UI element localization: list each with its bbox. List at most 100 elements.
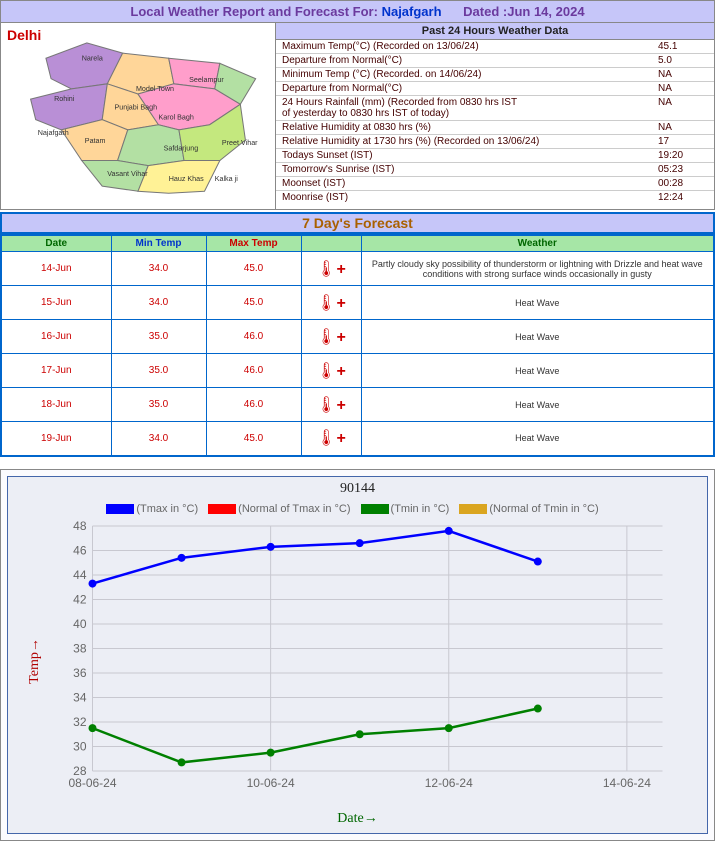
cell-min: 35.0 bbox=[111, 320, 206, 354]
past-24-data: Past 24 Hours Weather Data Maximum Temp(… bbox=[276, 23, 714, 209]
data-label: Departure from Normal(°C) bbox=[282, 83, 658, 94]
cell-max: 46.0 bbox=[206, 388, 301, 422]
data-label: Moonset (IST) bbox=[282, 178, 658, 189]
cell-min: 34.0 bbox=[111, 252, 206, 286]
svg-text:48: 48 bbox=[73, 521, 87, 533]
chart-legend: (Tmax in °C) (Normal of Tmax in °C) (Tmin … bbox=[8, 501, 707, 521]
svg-text:12-06-24: 12-06-24 bbox=[425, 776, 473, 790]
map-panel: Delhi Narela Rohini Najafgarh Model Town… bbox=[1, 23, 276, 209]
chart-container: 90144 (Tmax in °C) (Normal of Tmax in °C)… bbox=[0, 469, 715, 841]
chart-plot: Temp→ 283032343638404244464808-06-2410-0… bbox=[18, 521, 697, 801]
table-row: 14-Jun34.045.0🌡+Partly cloudy sky possib… bbox=[1, 252, 714, 286]
data-row: Moonset (IST)00:28 bbox=[276, 177, 714, 191]
data-row: Minimum Temp (°C) (Recorded. on 14/06/24… bbox=[276, 68, 714, 82]
svg-text:38: 38 bbox=[73, 641, 87, 655]
data-value: 17 bbox=[658, 136, 708, 147]
svg-text:08-06-24: 08-06-24 bbox=[68, 776, 116, 790]
cell-date: 19-Jun bbox=[1, 422, 111, 456]
cell-max: 45.0 bbox=[206, 286, 301, 320]
legend-label: (Normal of Tmin in °C) bbox=[489, 503, 598, 515]
col-min: Min Temp bbox=[111, 235, 206, 252]
cell-date: 15-Jun bbox=[1, 286, 111, 320]
svg-text:Kalka ji: Kalka ji bbox=[215, 175, 238, 183]
cell-weather: Heat Wave bbox=[361, 286, 714, 320]
svg-text:30: 30 bbox=[73, 739, 87, 753]
data-row: 24 Hours Rainfall (mm) (Recorded from 08… bbox=[276, 96, 714, 121]
svg-text:36: 36 bbox=[73, 666, 87, 680]
cell-min: 34.0 bbox=[111, 422, 206, 456]
data-label: Tomorrow's Sunrise (IST) bbox=[282, 164, 658, 175]
forecast-title: 7 Day's Forecast bbox=[0, 212, 715, 234]
data-label: Departure from Normal(°C) bbox=[282, 55, 658, 66]
svg-text:32: 32 bbox=[73, 715, 87, 729]
chart-title: 90144 bbox=[8, 477, 707, 501]
thermometer-icon: 🌡+ bbox=[316, 395, 346, 415]
svg-text:Hauz Khas: Hauz Khas bbox=[169, 175, 204, 183]
cell-icon: 🌡+ bbox=[301, 388, 361, 422]
legend-swatch bbox=[459, 504, 487, 514]
data-label: Moonrise (IST) bbox=[282, 192, 658, 203]
top-section: Delhi Narela Rohini Najafgarh Model Town… bbox=[0, 23, 715, 210]
data-row: Relative Humidity at 1730 hrs (%) (Recor… bbox=[276, 135, 714, 149]
data-value: 05:23 bbox=[658, 164, 708, 175]
data-row: Tomorrow's Sunrise (IST)05:23 bbox=[276, 163, 714, 177]
svg-text:Patam: Patam bbox=[85, 137, 106, 145]
cell-min: 34.0 bbox=[111, 286, 206, 320]
table-row: 16-Jun35.046.0 🌡+ Heat Wave bbox=[1, 320, 714, 354]
region-name: Delhi bbox=[7, 27, 41, 43]
legend-swatch bbox=[208, 504, 236, 514]
svg-text:Safdarjung: Safdarjung bbox=[164, 144, 199, 152]
data-row: Departure from Normal(°C)NA bbox=[276, 82, 714, 96]
thermometer-icon: 🌡+ bbox=[316, 259, 346, 279]
thermometer-icon: 🌡+ bbox=[316, 327, 346, 347]
data-value: NA bbox=[658, 69, 708, 80]
cell-icon: 🌡+ bbox=[301, 286, 361, 320]
col-icon bbox=[301, 235, 361, 252]
data-label: Relative Humidity at 0830 hrs (%) bbox=[282, 122, 658, 133]
svg-text:Seelampur: Seelampur bbox=[189, 76, 224, 84]
data-value: 5.0 bbox=[658, 55, 708, 66]
cell-weather: Heat Wave bbox=[361, 320, 714, 354]
cell-icon: 🌡+ bbox=[301, 252, 361, 286]
cell-max: 45.0 bbox=[206, 422, 301, 456]
svg-text:14-06-24: 14-06-24 bbox=[603, 776, 651, 790]
chart-inner: 90144 (Tmax in °C) (Normal of Tmax in °C)… bbox=[7, 476, 708, 834]
data-value: NA bbox=[658, 122, 708, 133]
svg-text:40: 40 bbox=[73, 617, 87, 631]
cell-min: 35.0 bbox=[111, 354, 206, 388]
cell-min: 35.0 bbox=[111, 388, 206, 422]
data-value: 00:28 bbox=[658, 178, 708, 189]
svg-text:Najafgarh: Najafgarh bbox=[38, 129, 69, 137]
cell-max: 46.0 bbox=[206, 320, 301, 354]
data-value: NA bbox=[658, 97, 708, 119]
table-row: 15-Jun34.045.0 🌡+ Heat Wave bbox=[1, 286, 714, 320]
legend-label: (Tmin in °C) bbox=[391, 503, 450, 515]
y-axis-label: Temp→ bbox=[27, 638, 43, 684]
legend-swatch bbox=[106, 504, 134, 514]
svg-text:Punjabi Bagh: Punjabi Bagh bbox=[114, 103, 157, 111]
table-row: 19-Jun34.045.0🌡+Heat Wave bbox=[1, 422, 714, 456]
svg-text:Narela: Narela bbox=[82, 54, 103, 62]
legend-label: (Normal of Tmax in °C) bbox=[238, 503, 350, 515]
cell-date: 16-Jun bbox=[1, 320, 111, 354]
data-value: 45.1 bbox=[658, 41, 708, 52]
svg-text:Preet Vihar: Preet Vihar bbox=[222, 139, 258, 147]
forecast-table: Date Min Temp Max Temp Weather 14-Jun34.… bbox=[0, 234, 715, 457]
cell-icon: 🌡+ bbox=[301, 354, 361, 388]
col-date: Date bbox=[1, 235, 111, 252]
data-row: Maximum Temp(°C) (Recorded on 13/06/24)4… bbox=[276, 40, 714, 54]
thermometer-icon: 🌡+ bbox=[316, 293, 346, 313]
data-label: Maximum Temp(°C) (Recorded on 13/06/24) bbox=[282, 41, 658, 52]
x-axis-label: Date→ bbox=[8, 811, 707, 833]
data-value: NA bbox=[658, 83, 708, 94]
data-label: Minimum Temp (°C) (Recorded. on 14/06/24… bbox=[282, 69, 658, 80]
col-weather: Weather bbox=[361, 235, 714, 252]
table-row: 17-Jun35.046.0🌡+Heat Wave bbox=[1, 354, 714, 388]
data-row: Moonrise (IST)12:24 bbox=[276, 191, 714, 204]
past-24-title: Past 24 Hours Weather Data bbox=[276, 23, 714, 40]
data-row: Departure from Normal(°C)5.0 bbox=[276, 54, 714, 68]
svg-text:46: 46 bbox=[73, 543, 87, 557]
legend-label: (Tmax in °C) bbox=[136, 503, 198, 515]
data-value: 12:24 bbox=[658, 192, 708, 203]
cell-weather: Heat Wave bbox=[361, 388, 714, 422]
